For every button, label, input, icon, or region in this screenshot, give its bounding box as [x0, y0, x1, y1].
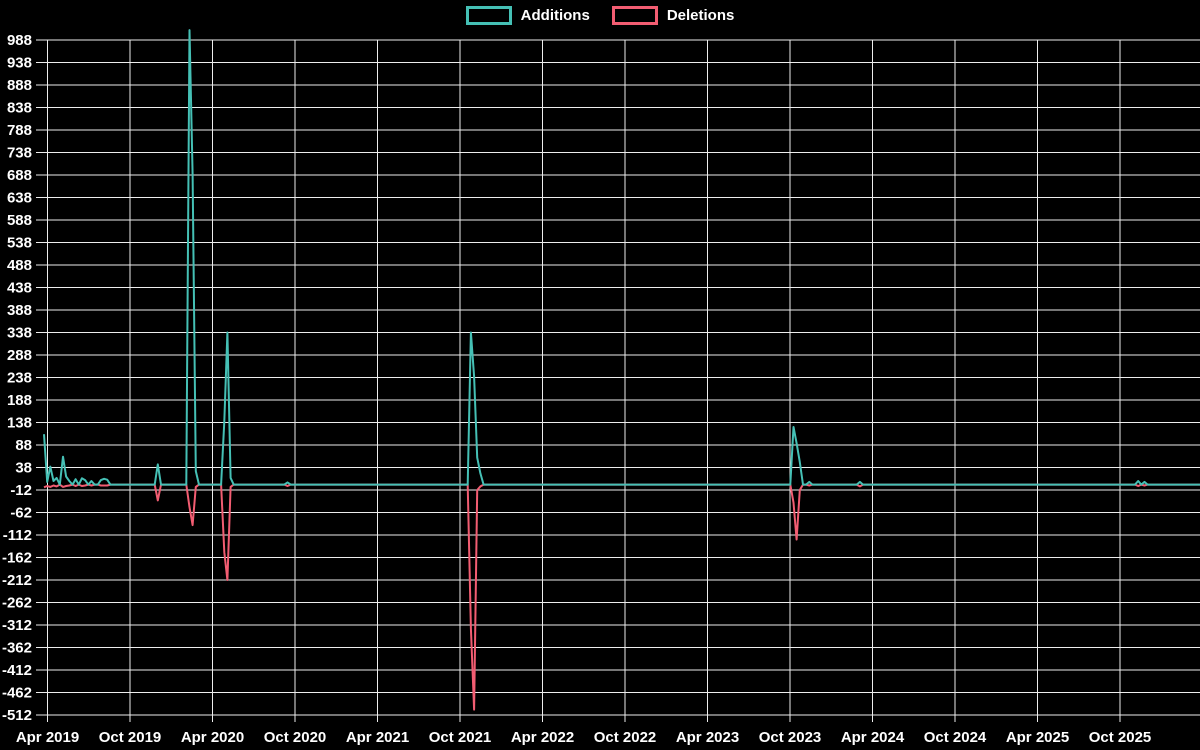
y-tick-label: -412	[2, 662, 32, 679]
y-tick-label: -462	[2, 685, 32, 702]
x-tick-label: Oct 2020	[264, 729, 327, 746]
y-tick-label: 338	[7, 325, 32, 342]
x-tick-label: Apr 2025	[1006, 729, 1069, 746]
y-tick-label: 788	[7, 122, 32, 139]
y-tick-label: 188	[7, 392, 32, 409]
y-tick-label: 888	[7, 77, 32, 94]
y-tick-label: 938	[7, 55, 32, 72]
y-tick-label: 138	[7, 415, 32, 432]
x-tick-label: Oct 2023	[759, 729, 822, 746]
legend-label-additions: Additions	[520, 7, 590, 24]
x-tick-label: Oct 2021	[429, 729, 492, 746]
y-tick-label: 438	[7, 280, 32, 297]
y-tick-label: -12	[10, 482, 32, 499]
y-tick-label: 538	[7, 235, 32, 252]
x-tick-label: Apr 2022	[511, 729, 574, 746]
y-tick-label: 688	[7, 167, 32, 184]
y-tick-label: 838	[7, 100, 32, 117]
y-tick-label: -112	[3, 527, 32, 544]
x-tick-label: Oct 2019	[99, 729, 162, 746]
deletions-line	[43, 483, 1200, 711]
x-tick-label: Apr 2023	[676, 729, 739, 746]
y-tick-label: 588	[7, 212, 32, 229]
y-tick-label: 288	[7, 347, 32, 364]
y-tick-label: -312	[2, 617, 32, 634]
x-tick-label: Apr 2024	[841, 729, 905, 746]
x-tick-label: Oct 2025	[1089, 729, 1152, 746]
y-tick-label: 638	[7, 190, 32, 207]
x-tick-label: Apr 2021	[346, 729, 409, 746]
y-tick-label: 738	[7, 145, 32, 162]
deletions-swatch	[611, 6, 658, 25]
y-tick-label: 988	[7, 32, 32, 49]
y-tick-label: -162	[2, 550, 32, 567]
x-tick-label: Oct 2024	[924, 729, 987, 746]
x-tick-label: Apr 2020	[181, 729, 244, 746]
y-tick-label: -212	[2, 572, 32, 589]
legend-item-deletions[interactable]: Deletions	[611, 6, 735, 25]
legend-label-deletions: Deletions	[666, 7, 735, 24]
y-tick-label: -262	[2, 595, 32, 612]
y-tick-label: -362	[2, 640, 32, 657]
y-tick-label: 488	[7, 257, 32, 274]
legend-item-additions[interactable]: Additions	[465, 6, 590, 25]
chart-legend: Additions Deletions	[0, 6, 1200, 25]
additions-line	[43, 29, 1200, 486]
y-tick-label: 388	[7, 302, 32, 319]
y-tick-label: 238	[7, 370, 32, 387]
additions-swatch	[465, 6, 512, 25]
y-tick-label: 38	[15, 460, 32, 477]
x-tick-label: Oct 2022	[594, 729, 657, 746]
x-tick-label: Apr 2019	[16, 729, 79, 746]
y-tick-label: -62	[10, 505, 32, 522]
y-tick-label: 88	[15, 437, 32, 454]
y-tick-label: -512	[2, 707, 32, 724]
